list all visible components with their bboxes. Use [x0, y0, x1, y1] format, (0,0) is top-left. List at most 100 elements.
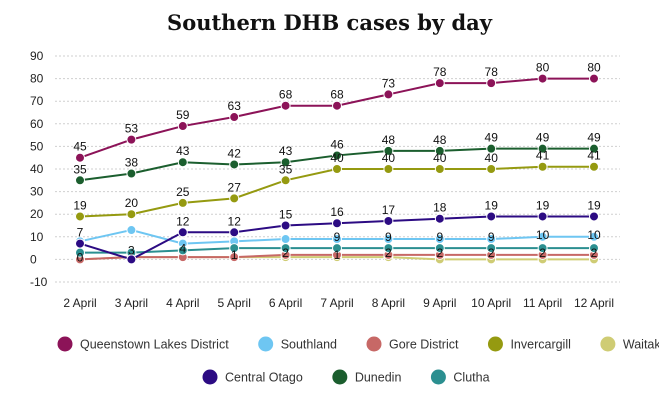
legend-marker	[366, 336, 382, 352]
data-point	[537, 143, 548, 154]
data-point	[383, 89, 394, 100]
x-tick-label: 9 April	[423, 296, 456, 310]
data-point	[332, 218, 342, 229]
data-label: 9	[436, 230, 443, 244]
data-point	[126, 254, 137, 265]
data-point	[486, 164, 497, 174]
data-label: 25	[176, 185, 190, 199]
data-label: 2	[591, 246, 598, 260]
data-label: 1	[334, 248, 341, 262]
data-point	[126, 168, 137, 179]
y-tick-label: 60	[30, 117, 44, 131]
data-point	[177, 245, 188, 256]
data-label: 2	[488, 246, 495, 260]
data-point	[126, 209, 137, 220]
x-tick-label: 10 April	[471, 296, 511, 310]
data-label: 1	[231, 248, 238, 262]
data-point	[280, 220, 291, 231]
data-label: 9	[334, 230, 341, 244]
data-label: 19	[536, 198, 550, 212]
x-tick-label: 12 April	[574, 296, 614, 310]
legend-marker	[332, 369, 348, 385]
data-label: 9	[385, 230, 392, 244]
data-label: 48	[433, 133, 447, 147]
data-label: 10	[536, 228, 550, 242]
data-point	[177, 227, 188, 238]
data-point	[280, 234, 291, 245]
data-point	[332, 164, 342, 174]
data-label: 48	[382, 133, 396, 147]
legend-marker	[57, 336, 73, 352]
legend-label: Clutha	[453, 371, 489, 385]
data-point	[486, 243, 497, 254]
legend-marker	[202, 369, 218, 385]
data-point	[75, 175, 85, 186]
data-label: 80	[536, 61, 550, 75]
data-label: 53	[125, 122, 139, 136]
data-label: 63	[228, 99, 242, 113]
x-tick-label: 8 April	[372, 296, 405, 310]
y-tick-label: 30	[30, 185, 44, 199]
x-tick-label: 11 April	[523, 296, 562, 310]
data-point	[434, 78, 445, 89]
data-point	[332, 150, 342, 161]
data-label: 16	[330, 205, 344, 219]
data-point	[126, 134, 137, 145]
data-label: 10	[587, 228, 601, 242]
x-tick-label: 4 April	[166, 296, 199, 310]
data-point	[332, 100, 342, 111]
data-label: 17	[382, 203, 396, 217]
y-tick-label: 50	[30, 139, 44, 153]
data-point	[229, 227, 240, 238]
data-point	[486, 78, 497, 89]
data-point	[229, 243, 240, 254]
x-tick-label: 5 April	[218, 296, 251, 310]
data-label: 49	[587, 131, 601, 145]
data-label: 2	[282, 246, 289, 260]
data-label: 40	[382, 151, 396, 165]
legend-marker	[600, 336, 616, 352]
chart-title: Southern DHB cases by day	[167, 10, 492, 35]
data-point	[280, 157, 291, 168]
data-label: 12	[228, 214, 242, 228]
data-label: 68	[330, 88, 344, 102]
data-label: 73	[382, 76, 396, 90]
y-tick-label: 70	[30, 94, 44, 108]
data-point	[280, 175, 291, 186]
data-label: 43	[279, 144, 293, 158]
x-tick-label: 6 April	[269, 296, 302, 310]
data-label: 46	[330, 137, 344, 151]
legend-label: Central Otago	[225, 371, 303, 385]
data-point	[383, 243, 394, 254]
data-label: 49	[536, 131, 550, 145]
data-point	[537, 231, 548, 242]
data-point	[280, 100, 291, 111]
data-point	[126, 225, 137, 236]
data-point	[280, 243, 291, 254]
x-tick-label: 3 April	[115, 296, 148, 310]
x-tick-label: 7 April	[320, 296, 353, 310]
data-label: 59	[176, 108, 190, 122]
legend-label: Southland	[281, 338, 337, 352]
data-label: 78	[485, 65, 499, 79]
x-tick-label: 2 April	[63, 296, 96, 310]
data-label: 19	[73, 198, 87, 212]
data-point	[383, 145, 394, 156]
data-point	[486, 211, 497, 222]
data-point	[537, 161, 548, 172]
data-point	[589, 211, 599, 222]
data-point	[537, 211, 548, 222]
data-point	[332, 243, 342, 254]
data-point	[434, 164, 445, 174]
data-label: 18	[433, 201, 447, 215]
data-label: 43	[176, 144, 190, 158]
data-label: 41	[587, 149, 601, 163]
y-tick-label: 20	[30, 207, 44, 221]
data-point	[75, 238, 85, 249]
legend-marker	[430, 369, 446, 385]
data-label: 2	[539, 246, 546, 260]
data-label: 4	[179, 241, 186, 255]
data-label: 68	[279, 88, 293, 102]
